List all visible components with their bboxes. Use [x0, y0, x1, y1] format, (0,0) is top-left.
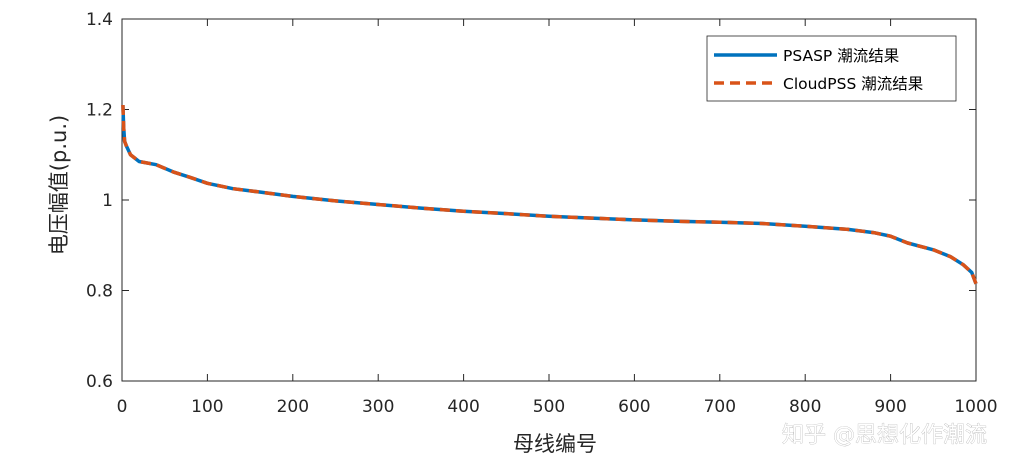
- watermark: 知乎 @思想化作潮流: [782, 423, 987, 448]
- y-axis-title: 电压幅值(p.u.): [47, 115, 71, 255]
- legend-label-cloudpss: CloudPSS 潮流结果: [783, 75, 923, 93]
- x-tick-label: 400: [447, 397, 479, 417]
- y-tick-label: 0.6: [86, 372, 113, 392]
- x-tick-label: 100: [191, 397, 223, 417]
- legend: PSASP 潮流结果 CloudPSS 潮流结果: [706, 35, 957, 102]
- axis-ticks: 0 100 200 300 400 500 600 700 800 900 1000 0.6 0.8 1 1…: [86, 10, 998, 417]
- x-tick-label: 700: [704, 397, 736, 417]
- series-line-cloudpss: [121, 104, 978, 285]
- x-tick-label: 500: [533, 397, 565, 417]
- x-tick-label: 300: [362, 397, 394, 417]
- y-tick-label: 1.2: [86, 101, 113, 121]
- y-tick-label: 1.4: [86, 10, 113, 30]
- x-tick-label: 200: [277, 397, 309, 417]
- y-tick-label: 1: [102, 191, 113, 211]
- x-tick-label: 1000: [954, 397, 997, 417]
- y-tick-label: 0.8: [86, 282, 113, 302]
- x-tick-label: 900: [874, 397, 906, 417]
- x-tick-label: 800: [789, 397, 821, 417]
- x-tick-label: 0: [117, 397, 128, 417]
- legend-label-psasp: PSASP 潮流结果: [783, 47, 899, 65]
- x-axis-title: 母线编号: [513, 432, 597, 456]
- x-tick-label: 600: [618, 397, 650, 417]
- legend-box: [706, 35, 957, 102]
- series-layer: [121, 104, 978, 285]
